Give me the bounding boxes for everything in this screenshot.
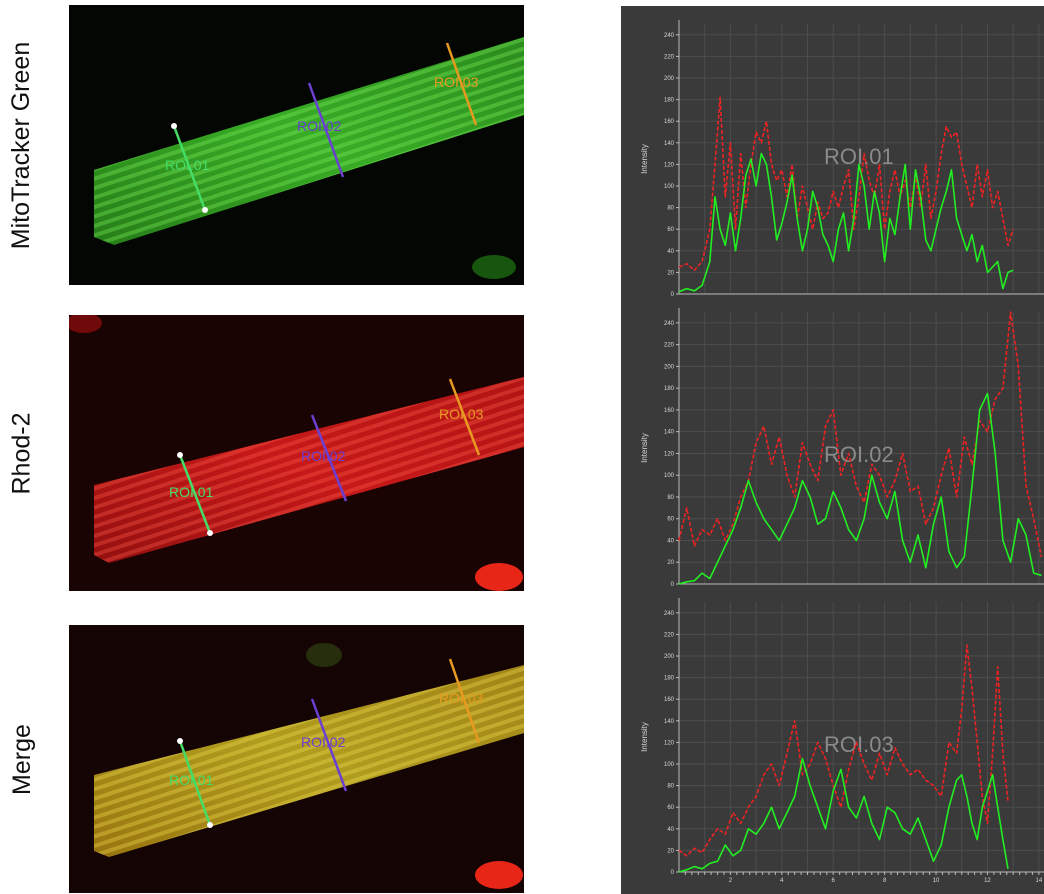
y-tick-label: 200: [664, 364, 675, 370]
y-tick-label: 240: [664, 321, 675, 327]
micrograph-rhod2: ROI.01 ROI.02 ROI.03: [69, 315, 524, 591]
micrograph-mitotracker: ROI.01 ROI.02 ROI.03: [69, 5, 524, 285]
roi-label-02: ROI.02: [301, 448, 346, 464]
y-tick-label: 140: [664, 141, 675, 147]
y-tick-label: 0: [671, 870, 675, 876]
red-intensity-line: [678, 311, 1043, 557]
y-tick-label: 220: [664, 632, 675, 638]
roi-label-01: ROI.01: [169, 772, 214, 788]
x-tick-label: 6: [832, 878, 836, 884]
green-intensity-line: [678, 152, 1014, 293]
chart-title: ROI.02: [824, 442, 894, 467]
y-tick-label: 180: [664, 676, 675, 682]
y-tick-label: 140: [664, 430, 675, 436]
y-tick-label: 160: [664, 408, 675, 414]
x-tick-label: 14: [1036, 878, 1043, 884]
y-tick-label: 60: [667, 805, 674, 811]
x-tick-label: 4: [780, 878, 784, 884]
y-axis-title: Intensity: [640, 433, 649, 463]
y-tick-label: 0: [671, 582, 675, 588]
y-tick-label: 80: [667, 784, 674, 790]
roi-label-03: ROI.03: [439, 406, 484, 422]
y-tick-label: 0: [671, 292, 675, 298]
red-intensity-line: [678, 644, 1009, 857]
roi-label-02: ROI.02: [301, 734, 346, 750]
x-tick-label: 2: [729, 878, 733, 884]
x-tick-label: 12: [984, 878, 991, 884]
row-label-mitotracker: MitoTracker Green: [7, 41, 36, 249]
y-tick-label: 200: [664, 76, 675, 82]
intensity-profile-panel: 0 20 40 60 80 100 120 140 160 180 200 220 240 Intensi…: [621, 6, 1044, 894]
red-intensity-line: [678, 96, 1014, 272]
y-tick-label: 160: [664, 119, 675, 125]
y-tick-label: 100: [664, 184, 675, 190]
y-tick-label: 100: [664, 762, 675, 768]
y-tick-label: 20: [667, 560, 674, 566]
roi-label-01: ROI.01: [169, 484, 214, 500]
y-tick-label: 60: [667, 517, 674, 523]
x-tick-label: 8: [883, 878, 887, 884]
y-tick-label: 120: [664, 740, 675, 746]
green-intensity-line: [678, 757, 1009, 873]
y-tick-label: 240: [664, 33, 675, 39]
y-tick-label: 20: [667, 270, 674, 276]
y-tick-label: 60: [667, 227, 674, 233]
micrograph-merge: ROI.01 ROI.02 ROI.03: [69, 625, 524, 893]
y-tick-label: 180: [664, 386, 675, 392]
x-tick-label: 10: [933, 878, 940, 884]
y-tick-label: 180: [664, 98, 675, 104]
y-axis-title: Intensity: [640, 144, 649, 174]
chart-title: ROI.03: [824, 732, 894, 757]
roi-label-02: ROI.02: [297, 118, 342, 134]
y-tick-label: 80: [667, 206, 674, 212]
roi-label-03: ROI.03: [439, 690, 484, 706]
y-tick-label: 20: [667, 848, 674, 854]
row-label-merge: Merge: [7, 723, 36, 795]
y-tick-label: 220: [664, 343, 675, 349]
y-tick-label: 120: [664, 162, 675, 168]
y-tick-label: 40: [667, 827, 674, 833]
plot-roi01: 0 20 40 60 80 100 120 140 160 180 200 220 240 Intensi…: [621, 6, 1044, 300]
y-tick-label: 200: [664, 654, 675, 660]
y-tick-label: 140: [664, 719, 675, 725]
row-label-rhod2: Rhod-2: [7, 412, 36, 494]
y-tick-label: 220: [664, 54, 675, 60]
y-tick-label: 100: [664, 473, 675, 479]
y-tick-label: 80: [667, 495, 674, 501]
y-axis-title: Intensity: [640, 722, 649, 752]
roi-label-01: ROI.01: [165, 157, 210, 173]
y-tick-label: 120: [664, 451, 675, 457]
plot-roi03: 0 20 40 60 80 100 120 140 160 180 200 220 240 2 4 6 8 10 1…: [621, 588, 1044, 894]
y-tick-label: 160: [664, 697, 675, 703]
y-tick-label: 40: [667, 538, 674, 544]
plot-roi02: 0 20 40 60 80 100 120 140 160 180 200 220 240 Intensi…: [621, 300, 1044, 588]
y-tick-label: 240: [664, 611, 675, 617]
y-tick-label: 40: [667, 249, 674, 255]
green-intensity-line: [678, 392, 1042, 585]
roi-label-03: ROI.03: [434, 74, 479, 90]
